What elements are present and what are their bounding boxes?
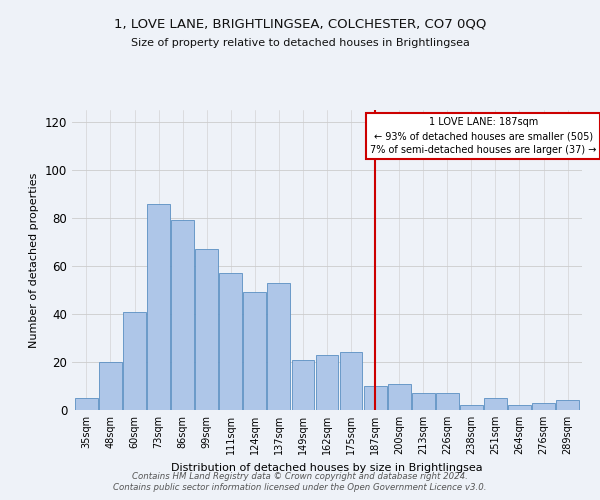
Bar <box>388 384 410 410</box>
Bar <box>99 362 122 410</box>
Bar <box>171 220 194 410</box>
Bar <box>460 405 483 410</box>
Bar <box>292 360 314 410</box>
Bar <box>220 273 242 410</box>
Bar <box>532 403 555 410</box>
Text: 1, LOVE LANE, BRIGHTLINGSEA, COLCHESTER, CO7 0QQ: 1, LOVE LANE, BRIGHTLINGSEA, COLCHESTER,… <box>114 18 486 30</box>
Text: Contains HM Land Registry data © Crown copyright and database right 2024.: Contains HM Land Registry data © Crown c… <box>132 472 468 481</box>
Y-axis label: Number of detached properties: Number of detached properties <box>29 172 39 348</box>
Bar <box>484 398 507 410</box>
Bar <box>268 283 290 410</box>
Bar <box>195 249 218 410</box>
Bar <box>123 312 146 410</box>
Text: Contains public sector information licensed under the Open Government Licence v3: Contains public sector information licen… <box>113 484 487 492</box>
Bar <box>75 398 98 410</box>
Bar <box>508 405 531 410</box>
X-axis label: Distribution of detached houses by size in Brightlingsea: Distribution of detached houses by size … <box>171 462 483 472</box>
Bar <box>340 352 362 410</box>
Text: 1 LOVE LANE: 187sqm
← 93% of detached houses are smaller (505)
7% of semi-detach: 1 LOVE LANE: 187sqm ← 93% of detached ho… <box>370 117 596 155</box>
Bar <box>244 292 266 410</box>
Bar <box>412 393 434 410</box>
Bar <box>147 204 170 410</box>
Bar <box>436 393 459 410</box>
Bar <box>556 400 579 410</box>
Bar <box>364 386 386 410</box>
Bar <box>316 355 338 410</box>
Text: Size of property relative to detached houses in Brightlingsea: Size of property relative to detached ho… <box>131 38 469 48</box>
